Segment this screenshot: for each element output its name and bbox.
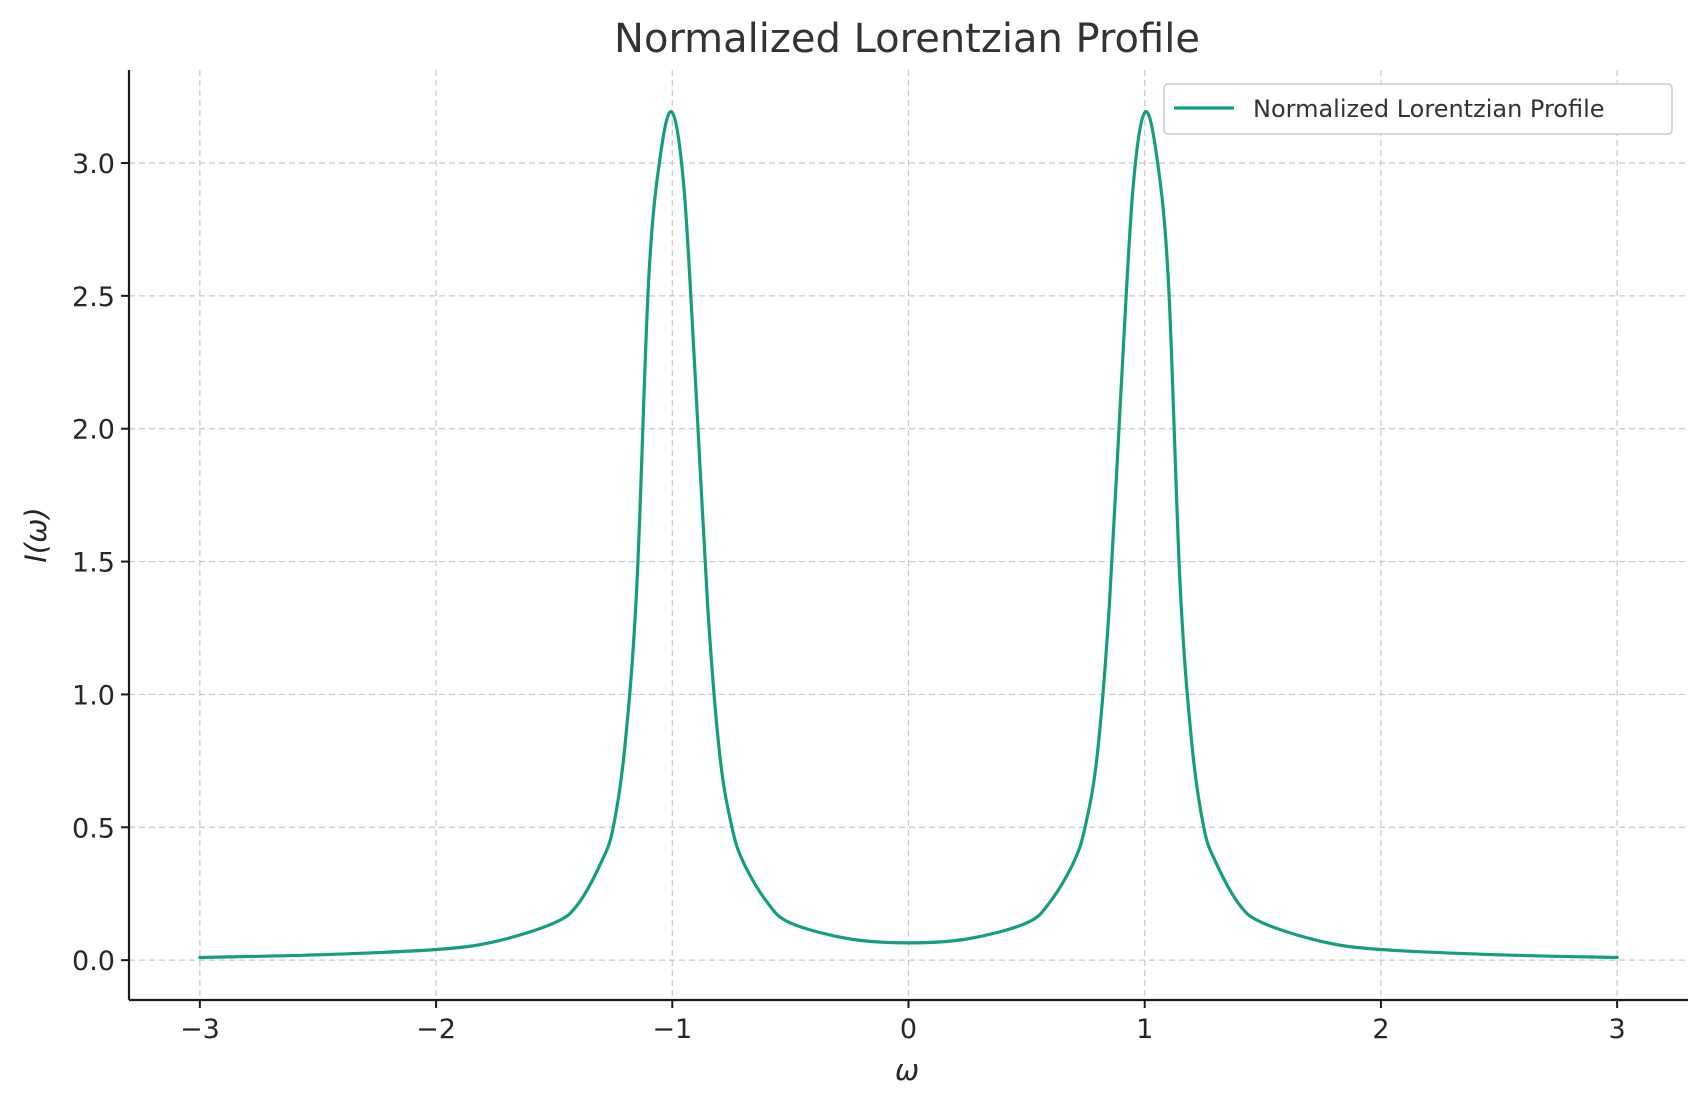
x-tick-label: −3 (180, 1014, 220, 1045)
x-tick-label: 2 (1372, 1014, 1389, 1045)
y-tick-label: 1.0 (72, 680, 115, 711)
y-tick-label: 1.5 (72, 548, 115, 579)
legend-label: Normalized Lorentzian Profile (1253, 95, 1605, 123)
x-tick-label: 1 (1136, 1014, 1153, 1045)
x-tick-label: 3 (1609, 1014, 1626, 1045)
chart-title: Normalized Lorentzian Profile (614, 16, 1200, 62)
grid (129, 70, 1688, 1000)
y-axis-label: I(ω) (19, 507, 53, 562)
series-line (198, 109, 1619, 960)
y-axis-ticks: 0.0 0.5 1.0 1.5 2.0 2.5 3.0 (72, 149, 129, 977)
y-tick-label: 2.5 (72, 282, 115, 313)
x-tick-label: 0 (900, 1014, 917, 1045)
x-tick-label: −1 (652, 1014, 692, 1045)
legend-box (1163, 83, 1673, 135)
x-axis-label: ω (895, 1053, 919, 1087)
y-tick-label: 0.5 (72, 813, 115, 844)
x-tick-label: −2 (416, 1014, 456, 1045)
y-tick-label: 3.0 (72, 149, 115, 180)
x-axis-ticks: −3 −2 −1 0 1 2 3 (180, 1000, 1626, 1045)
y-tick-label: 0.0 (72, 946, 115, 977)
y-tick-label: 2.0 (72, 415, 115, 446)
legend: Normalized Lorentzian Profile (1163, 83, 1673, 135)
series-layer (198, 109, 1619, 960)
